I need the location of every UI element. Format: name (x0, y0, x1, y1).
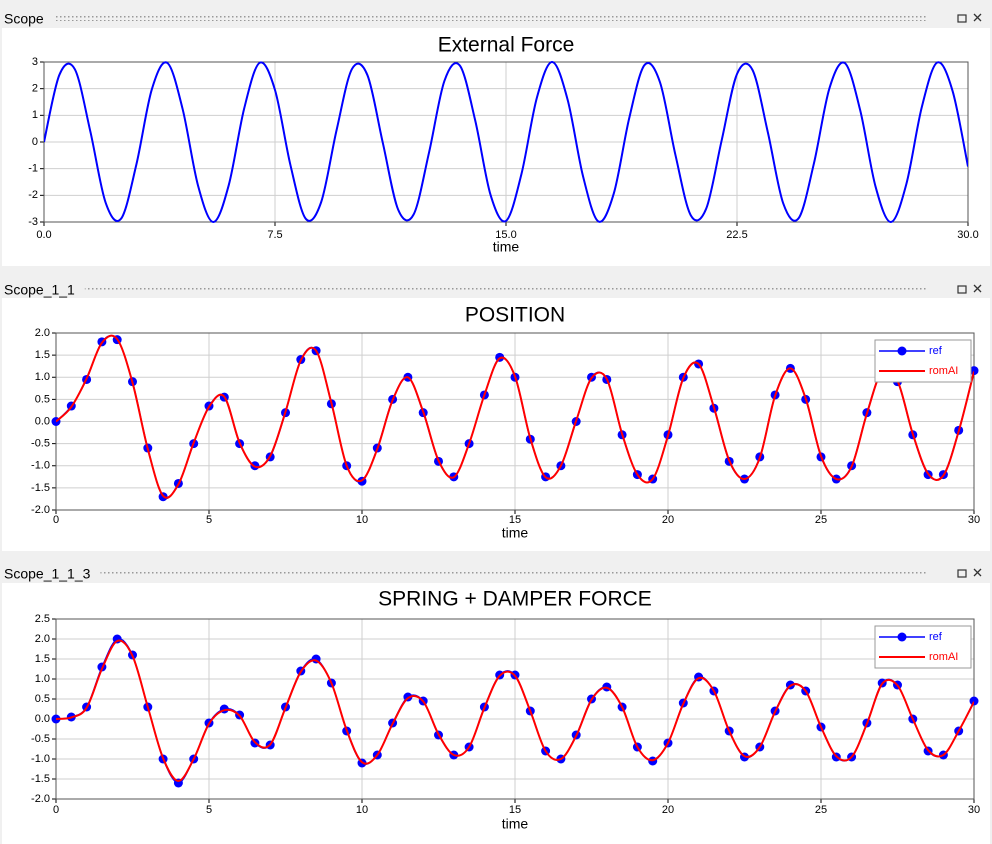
y-tick-label: 0.5 (35, 693, 50, 705)
maximize-button[interactable] (957, 569, 967, 578)
x-tick-label: 7.5 (267, 229, 282, 241)
close-button[interactable] (973, 568, 982, 577)
legend-label: ref (929, 631, 943, 643)
scope-panel: Scope_1_1_3 SPRING + DAMPER FORCE -2.0 -1.5… (0, 555, 992, 844)
legend-label: ref (929, 345, 943, 357)
y-tick-label: -1.0 (31, 460, 50, 472)
y-tick-label: -1.5 (31, 482, 50, 494)
y-tick-label: -3 (28, 216, 38, 228)
header-grip (100, 570, 928, 576)
data-line (56, 639, 974, 783)
y-tick-label: 1.0 (35, 673, 50, 685)
x-tick-label: 25 (815, 804, 827, 816)
x-tick-label: 15.0 (495, 229, 516, 241)
header-grip (53, 15, 928, 21)
header-grip (84, 286, 928, 292)
y-tick-label: 2.5 (35, 613, 50, 625)
y-tick-label: -2.0 (31, 504, 50, 516)
panel-title: Scope (4, 11, 44, 27)
x-tick-label: 0 (53, 804, 59, 816)
x-tick-label: 30 (968, 514, 980, 526)
data-marker (969, 366, 979, 376)
x-axis-label: time (502, 525, 529, 541)
y-tick-label: -1 (28, 163, 38, 175)
data-line (44, 61, 968, 224)
y-tick-label: 1.0 (35, 371, 50, 383)
y-tick-label: 0.0 (35, 713, 50, 725)
plot-frame (55, 618, 975, 800)
x-tick-label: 0 (53, 514, 59, 526)
panel-title: Scope_1_1 (4, 282, 75, 298)
x-tick-label: 20 (662, 804, 674, 816)
data-marker (969, 696, 979, 706)
y-tick-label: 0.0 (35, 415, 50, 427)
y-tick-label: 1.5 (35, 349, 50, 361)
y-tick-label: 0.5 (35, 393, 50, 405)
y-tick-label: 2.0 (35, 327, 50, 339)
chart-title: POSITION (465, 304, 565, 327)
y-tick-label: 3 (32, 56, 38, 68)
x-tick-label: 15 (509, 514, 521, 526)
y-tick-label: 0 (32, 136, 38, 148)
legend-marker (897, 632, 907, 642)
y-tick-label: 2 (32, 83, 38, 95)
legend-label: romAI (929, 651, 958, 663)
x-tick-label: 5 (206, 804, 212, 816)
panel-title: Scope_1_1_3 (4, 566, 91, 582)
chart-title: SPRING + DAMPER FORCE (378, 588, 652, 611)
x-tick-label: 10 (356, 804, 368, 816)
y-tick-label: -2.0 (31, 793, 50, 805)
y-tick-label: -1.5 (31, 773, 50, 785)
close-button[interactable] (973, 284, 982, 293)
data-marker (112, 634, 122, 644)
x-tick-label: 0.0 (36, 229, 51, 241)
panel-header (0, 270, 992, 298)
panel-header (0, 555, 992, 583)
x-tick-label: 30.0 (957, 229, 978, 241)
legend-label: romAI (929, 365, 958, 377)
x-tick-label: 30 (968, 804, 980, 816)
y-tick-label: -2 (28, 189, 38, 201)
legend-box (874, 625, 972, 669)
y-tick-label: -0.5 (31, 438, 50, 450)
x-axis-label: time (502, 816, 529, 832)
y-tick-label: 1 (32, 109, 38, 121)
maximize-button[interactable] (957, 285, 967, 294)
panel-header (0, 0, 992, 28)
data-line (56, 334, 974, 499)
close-button[interactable] (973, 13, 982, 22)
x-tick-label: 25 (815, 514, 827, 526)
y-tick-label: -1.0 (31, 753, 50, 765)
legend-box (874, 339, 972, 383)
y-tick-label: 2.0 (35, 633, 50, 645)
x-tick-label: 22.5 (726, 229, 747, 241)
x-tick-label: 20 (662, 514, 674, 526)
maximize-button[interactable] (957, 14, 967, 23)
x-axis-label: time (493, 239, 520, 255)
x-tick-label: 15 (509, 804, 521, 816)
legend-marker (897, 346, 907, 356)
y-tick-label: 1.5 (35, 653, 50, 665)
chart-title: External Force (438, 34, 575, 57)
x-tick-label: 5 (206, 514, 212, 526)
x-tick-label: 10 (356, 514, 368, 526)
scope-panel: Scope_1_1 POSITION -2.0 -1.5 -1.0 -0.5 0.0 0.5 1… (0, 270, 992, 551)
y-tick-label: -0.5 (31, 733, 50, 745)
